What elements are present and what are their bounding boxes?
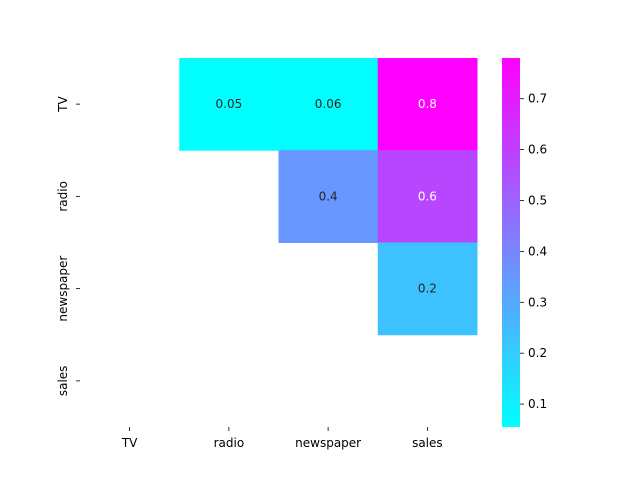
y-tick-label: newspaper	[56, 256, 70, 322]
heatmap-plot-area: 0.05 0.06 0.8 0.4 0.6 0.2	[179, 58, 478, 336]
heatmap-cell-radio-sales	[377, 150, 478, 243]
x-tick-label: radio	[214, 436, 245, 450]
colorbar-tick-label: 0.2	[528, 346, 547, 360]
colorbar-tick-label: 0.3	[528, 295, 547, 309]
y-tick-label: radio	[56, 181, 70, 212]
cell-value-label: 0.8	[418, 97, 437, 111]
cell-value-label: 0.06	[315, 97, 342, 111]
heatmap-cell-TV-newspaper	[278, 58, 379, 151]
heatmap-cell-radio-newspaper	[278, 150, 379, 243]
colorbar: 0.1 0.2 0.3 0.4 0.5 0.6 0.7	[502, 58, 547, 427]
colorbar-tick-label: 0.5	[528, 194, 547, 208]
cell-value-label: 0.4	[319, 189, 338, 203]
x-tick-label: newspaper	[295, 436, 361, 450]
y-tick-label: sales	[56, 366, 70, 397]
y-tick-label: TV	[56, 96, 70, 113]
x-tick-label: TV	[121, 436, 138, 450]
x-tick-label: sales	[412, 436, 443, 450]
colorbar-tick-label: 0.4	[528, 244, 547, 258]
colorbar-tick-label: 0.6	[528, 143, 547, 157]
heatmap-cell-TV-radio	[179, 58, 279, 151]
x-axis: TV radio newspaper sales	[121, 427, 443, 450]
heatmap-cell-newspaper-sales	[377, 242, 478, 336]
heatmap-cell-TV-sales	[377, 58, 478, 151]
colorbar-tick-label: 0.1	[528, 397, 547, 411]
cell-value-label: 0.05	[216, 97, 243, 111]
y-axis: TV radio newspaper sales	[56, 96, 80, 397]
colorbar-gradient	[502, 58, 520, 427]
cell-value-label: 0.6	[418, 189, 437, 203]
colorbar-tick-label: 0.7	[528, 92, 547, 106]
cell-value-label: 0.2	[418, 282, 437, 296]
